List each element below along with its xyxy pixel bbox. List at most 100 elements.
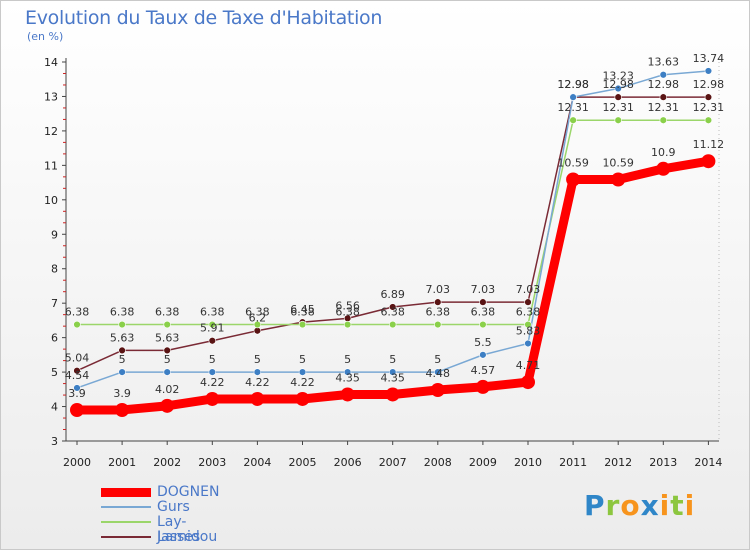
point-dognen xyxy=(701,154,716,169)
point-jasses xyxy=(614,93,622,101)
data-label-gurs: 13.23 xyxy=(602,70,634,83)
point-gurs xyxy=(253,368,262,376)
data-label-lay-lamidou: 6.38 xyxy=(380,306,405,319)
x-tick-label: 2006 xyxy=(334,456,362,469)
point-dognen xyxy=(70,402,84,417)
point-lay-lamidou xyxy=(118,320,126,329)
data-label-jasses: 5.63 xyxy=(110,331,135,344)
point-lay-lamidou xyxy=(434,320,442,329)
x-tick-label: 2002 xyxy=(153,456,181,469)
point-gurs xyxy=(163,368,171,376)
data-label-jasses: 6.56 xyxy=(335,299,360,312)
y-tick-label: 5 xyxy=(51,366,58,379)
point-gurs xyxy=(704,67,713,75)
legend-label-gurs: Gurs xyxy=(157,499,190,515)
point-dognen xyxy=(475,379,490,394)
point-lay-lamidou xyxy=(253,320,262,329)
y-tick-label: 11 xyxy=(44,159,58,172)
data-label-jasses: 6.45 xyxy=(290,303,315,316)
data-label-jasses: 5.04 xyxy=(65,352,90,365)
point-dognen xyxy=(611,172,626,187)
data-label-gurs: 12.98 xyxy=(557,78,589,91)
data-label-gurs: 5 xyxy=(434,353,441,366)
data-label-lay-lamidou: 6.38 xyxy=(516,306,541,319)
data-label-jasses: 6.2 xyxy=(249,312,267,325)
data-label-jasses: 12.98 xyxy=(648,78,680,91)
data-label-lay-lamidou: 6.38 xyxy=(245,306,270,319)
point-dognen xyxy=(521,375,535,390)
y-tick-label: 10 xyxy=(44,194,58,207)
point-dognen xyxy=(385,387,400,402)
point-gurs xyxy=(343,368,352,376)
x-tick-label: 2005 xyxy=(289,456,317,469)
data-label-dognen: 4.35 xyxy=(380,371,405,384)
point-lay-lamidou xyxy=(343,320,352,329)
x-tick-label: 2004 xyxy=(243,456,271,469)
x-tick-label: 2009 xyxy=(469,456,497,469)
data-label-dognen: 3.9 xyxy=(113,387,131,400)
x-tick-label: 2014 xyxy=(694,456,722,469)
data-label-lay-lamidou: 6.38 xyxy=(110,306,135,319)
point-gurs xyxy=(434,368,442,376)
point-jasses xyxy=(73,367,81,375)
point-lay-lamidou xyxy=(569,116,577,124)
x-tick-label: 2007 xyxy=(379,456,407,469)
y-tick-label: 4 xyxy=(51,401,58,414)
series-line-jasses xyxy=(76,96,710,372)
data-label-lay-lamidou: 6.38 xyxy=(426,306,451,319)
y-tick-label: 9 xyxy=(51,228,58,241)
x-tick-label: 2011 xyxy=(559,456,587,469)
point-dognen xyxy=(340,387,355,402)
point-lay-lamidou xyxy=(659,116,667,124)
point-dognen xyxy=(115,402,130,417)
data-label-gurs: 5 xyxy=(254,353,261,366)
data-label-dognen: 4.48 xyxy=(426,367,451,380)
series-points xyxy=(70,67,716,417)
point-jasses xyxy=(163,346,171,355)
point-lay-lamidou xyxy=(704,116,713,124)
data-label-jasses: 12.98 xyxy=(693,78,725,91)
data-label-dognen: 4.22 xyxy=(290,376,315,389)
data-label-gurs: 5 xyxy=(344,353,351,366)
data-label-gurs: 5 xyxy=(209,353,216,366)
x-tick-label: 2000 xyxy=(63,456,91,469)
x-tick-label: 2010 xyxy=(514,456,542,469)
data-labels: 5.04 5.63 5.63 5.91 6.2 6.45 6.56 6.89 7.03 7.03 7… xyxy=(65,52,724,400)
point-lay-lamidou xyxy=(524,320,532,329)
point-jasses xyxy=(524,298,532,306)
data-label-gurs: 5 xyxy=(299,353,306,366)
y-tick-label: 13 xyxy=(44,90,58,103)
data-label-gurs: 13.74 xyxy=(693,52,725,65)
data-label-lay-lamidou: 12.31 xyxy=(602,101,634,114)
data-label-lay-lamidou: 6.38 xyxy=(155,306,180,319)
point-jasses xyxy=(434,298,442,306)
data-label-dognen: 3.9 xyxy=(68,387,86,400)
point-gurs xyxy=(298,368,307,376)
data-label-jasses: 5.63 xyxy=(155,331,180,344)
y-tick-label: 3 xyxy=(51,435,58,448)
y-tick-label: 14 xyxy=(44,56,58,69)
point-jasses xyxy=(208,337,217,345)
data-label-gurs: 5 xyxy=(119,353,126,366)
data-label-gurs: 5 xyxy=(389,353,396,366)
data-label-gurs: 5.5 xyxy=(474,336,492,349)
data-label-gurs: 5.83 xyxy=(516,324,541,337)
y-tick-label: 6 xyxy=(51,332,58,345)
legend-label-jasses: Jasses xyxy=(157,529,201,545)
point-gurs xyxy=(569,93,577,101)
x-tick-label: 2001 xyxy=(108,456,136,469)
data-label-dognen: 4.02 xyxy=(155,383,180,396)
x-tick-label: 2003 xyxy=(198,456,226,469)
point-dognen xyxy=(160,398,175,413)
data-label-gurs: 5 xyxy=(164,353,171,366)
data-label-dognen: 4.35 xyxy=(335,371,360,384)
point-jasses xyxy=(118,346,126,355)
data-label-dognen: 4.57 xyxy=(471,364,496,377)
point-lay-lamidou xyxy=(298,320,307,329)
x-tick-label: 2012 xyxy=(604,456,632,469)
point-jasses xyxy=(389,303,397,311)
point-lay-lamidou xyxy=(163,320,171,329)
data-label-lay-lamidou: 12.31 xyxy=(648,101,680,114)
